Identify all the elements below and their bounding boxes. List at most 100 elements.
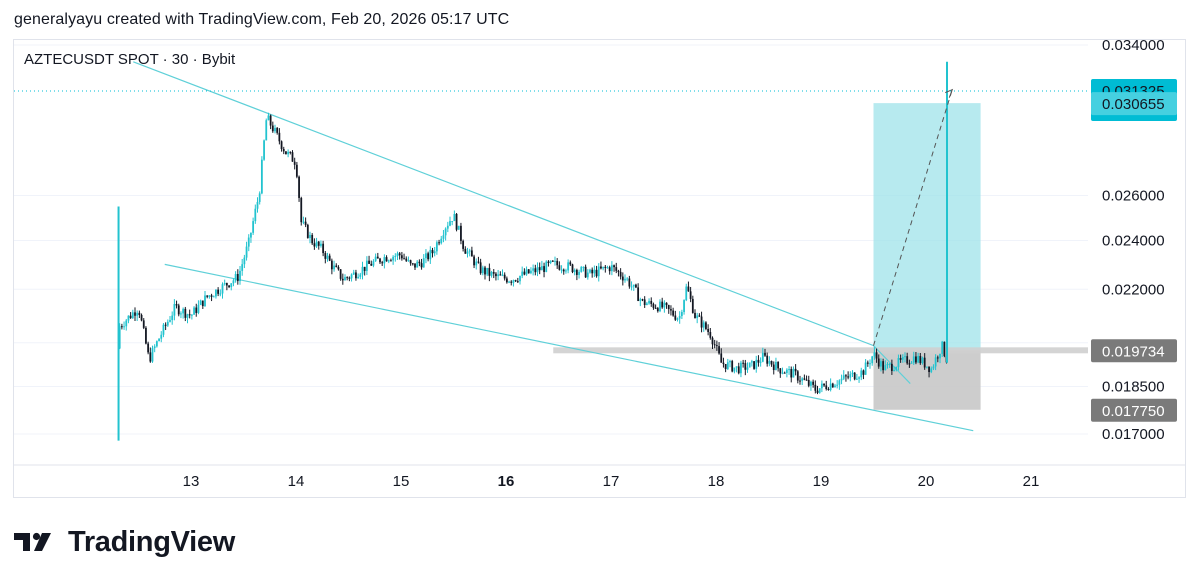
candle-body — [497, 274, 500, 277]
candle-body — [877, 358, 880, 367]
candle-body — [298, 176, 300, 198]
candle-body — [230, 283, 233, 288]
candle-body — [374, 256, 377, 262]
candle-body — [313, 243, 316, 247]
time-tick-label: 20 — [918, 473, 935, 490]
candle-body — [580, 267, 583, 272]
candle-body — [405, 258, 408, 261]
candle-body — [370, 263, 373, 266]
candle-body — [803, 378, 806, 380]
candle-body — [438, 242, 440, 244]
candle-body — [925, 366, 928, 368]
candle-body — [788, 369, 790, 371]
candle-body — [466, 251, 469, 254]
time-axis[interactable]: 13 14 15 16 17 18 19 20 21 — [183, 473, 1040, 490]
candle-body — [779, 368, 782, 374]
price-tick-label: 0.026000 — [1102, 188, 1165, 205]
candle-body — [201, 300, 204, 307]
price-tick-label: 0.022000 — [1102, 281, 1165, 298]
candle-body — [746, 367, 749, 370]
price-axis[interactable]: 0.034000 0.026000 0.024000 0.022000 0.018500… — [1102, 37, 1165, 443]
price-tick-label: 0.024000 — [1102, 232, 1165, 249]
candle-body — [418, 261, 421, 264]
candle-body — [851, 372, 854, 375]
candle-body — [923, 357, 926, 368]
candle-body — [659, 301, 661, 312]
candle-body — [300, 197, 303, 223]
candle-body — [829, 383, 832, 390]
candle-body — [228, 285, 230, 288]
candle-body — [206, 295, 209, 297]
price-tick-label: 0.017000 — [1102, 426, 1165, 443]
candle-body — [398, 253, 401, 256]
candle-body — [131, 312, 134, 319]
target-zone — [873, 103, 981, 351]
candle-body — [604, 266, 607, 268]
candle-body — [775, 361, 777, 371]
candle-body — [199, 300, 202, 305]
candle-body — [376, 256, 379, 259]
candle-body — [764, 352, 766, 356]
candle-body — [355, 272, 357, 279]
candle-body — [508, 281, 510, 283]
candle-body — [429, 249, 432, 260]
symbol-title[interactable]: AZTECUSDT SPOT · 30 · Bybit — [24, 51, 236, 68]
candle-body — [407, 260, 410, 262]
candle-body — [252, 221, 255, 233]
candle-body — [661, 301, 664, 308]
candle-body — [158, 338, 160, 342]
candle-body — [221, 284, 224, 294]
entry-band — [553, 347, 1088, 354]
candle-body — [523, 271, 526, 275]
candle-body — [814, 384, 817, 391]
candle-body — [379, 258, 381, 263]
candle-body — [147, 343, 150, 353]
candle-body — [330, 260, 333, 270]
candle-body — [309, 234, 311, 238]
candle-body — [499, 274, 502, 276]
candle-body — [169, 320, 171, 322]
candle-body — [490, 272, 493, 276]
candle-body — [838, 380, 841, 385]
candle-body — [637, 287, 640, 301]
candle-body — [431, 249, 434, 254]
candle-body — [123, 326, 125, 328]
candle-body — [569, 262, 572, 265]
candle-body — [722, 362, 725, 365]
candle-body — [416, 261, 419, 268]
candle-body — [783, 372, 786, 374]
candle-body — [411, 263, 414, 265]
candle-body — [372, 261, 375, 266]
stop-price-label-text: 0.017750 — [1102, 403, 1165, 420]
candle-body — [344, 277, 346, 281]
candle-body — [280, 141, 283, 150]
candle-body — [215, 289, 217, 297]
candle-body — [652, 303, 655, 308]
candle-body — [650, 300, 653, 304]
candle-body — [617, 270, 620, 272]
candle-body — [853, 372, 856, 380]
candle-body — [873, 352, 876, 357]
candle-body — [582, 266, 585, 268]
candle-body — [639, 299, 642, 301]
candle-body — [626, 278, 629, 280]
candle-body — [742, 362, 745, 364]
candle-body — [794, 368, 797, 372]
tradingview-logo-icon — [14, 532, 51, 551]
brand-logo[interactable]: TradingView — [14, 524, 235, 560]
candle-body — [884, 365, 887, 371]
candle-body — [600, 266, 602, 269]
candle-body — [241, 264, 244, 271]
candle-body — [864, 362, 867, 375]
candle-body — [562, 269, 565, 272]
candle-body — [630, 286, 633, 288]
candle-body — [781, 372, 784, 374]
entry-price-label-text: 0.019734 — [1102, 343, 1165, 360]
candle-body — [882, 361, 885, 371]
candle-body — [845, 375, 847, 377]
candle-body — [352, 272, 355, 275]
candle-body — [906, 356, 909, 364]
candle-body — [223, 283, 226, 285]
